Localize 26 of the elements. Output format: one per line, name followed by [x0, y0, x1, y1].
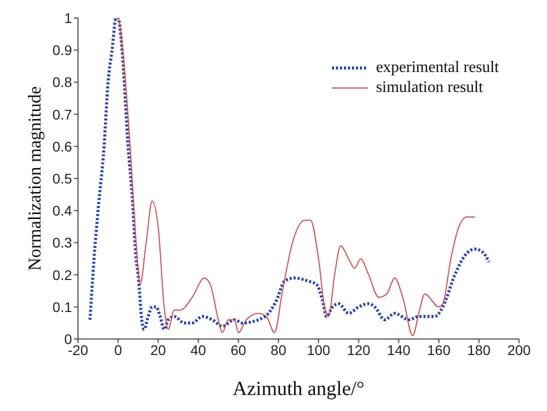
y-tick-label: 0.1: [52, 298, 72, 315]
x-tick-label: 0: [114, 342, 122, 358]
y-tick-label: 1: [64, 10, 72, 26]
x-tick-label: 160: [427, 342, 451, 358]
x-tick-label: 120: [346, 342, 371, 358]
legend-label: simulation result: [376, 79, 484, 97]
y-tick-label: 0.6: [52, 138, 72, 154]
y-tick-label: 0: [64, 330, 72, 347]
y-tick-label: 0.9: [52, 42, 72, 58]
y-tick-label: 0.5: [52, 170, 72, 186]
y-axis-title: Normalization magnitude: [24, 86, 44, 271]
x-tick-label: 100: [306, 342, 330, 358]
y-tick-label: 0.4: [52, 202, 72, 219]
x-tick-label: 80: [270, 342, 286, 358]
y-tick-label: 0.8: [52, 74, 72, 90]
x-axis-title: Azimuth angle/°: [232, 378, 364, 400]
x-tick-label: 180: [467, 342, 491, 358]
y-tick-label: 0.7: [52, 106, 72, 122]
legend-label: experimental result: [376, 59, 499, 77]
y-tick-label: 0.2: [52, 266, 72, 283]
x-tick-label: 140: [387, 342, 411, 358]
x-tick-label: 60: [230, 342, 246, 358]
y-tick-label: 0.3: [52, 234, 72, 251]
x-tick-label: 20: [150, 342, 166, 358]
x-tick-label: 40: [190, 342, 206, 358]
x-tick-label: 200: [507, 342, 531, 358]
